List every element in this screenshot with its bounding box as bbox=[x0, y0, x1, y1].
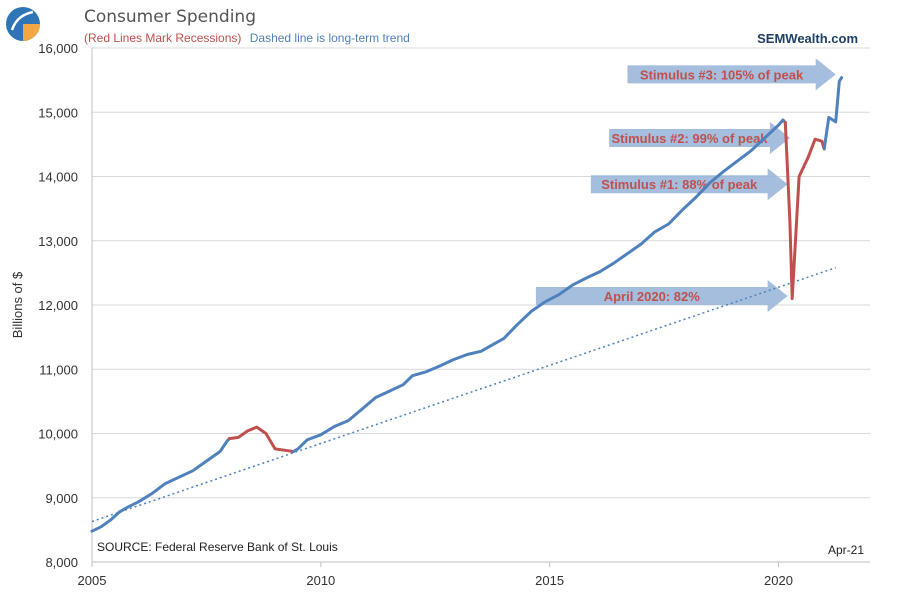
y-axis: 8,000 9,000 10,000 11,000 12,000 13,000 14,000… bbox=[38, 41, 78, 570]
x-axis: 2005 2010 2015 2020 bbox=[78, 562, 793, 588]
y-tick-label: 8,000 bbox=[45, 555, 78, 570]
x-tick-label: 2005 bbox=[78, 573, 107, 588]
logo bbox=[6, 7, 40, 41]
annotation-arrow-2 bbox=[609, 121, 790, 154]
annotation-label-2: Stimulus #2: 99% of peak bbox=[611, 131, 768, 146]
x-tick-label: 2020 bbox=[764, 573, 793, 588]
subtitle-trend: Dashed line is long-term trend bbox=[250, 31, 410, 45]
annotation-arrow-1 bbox=[627, 58, 836, 91]
series-lines bbox=[90, 76, 844, 533]
chart-title: Consumer Spending bbox=[84, 7, 256, 27]
subtitle-recessions: (Red Lines Mark Recessions) bbox=[84, 31, 241, 45]
date-note: Apr-21 bbox=[828, 543, 864, 557]
annotation-arrow-4 bbox=[535, 280, 788, 313]
y-tick-label: 11,000 bbox=[39, 362, 78, 377]
y-tick-label: 13,000 bbox=[38, 234, 78, 249]
annotation-label-1: Stimulus #3: 105% of peak bbox=[640, 67, 804, 82]
recession-line-1-0 bbox=[783, 121, 826, 301]
trend-line bbox=[91, 267, 836, 523]
annotation-arrows: Stimulus #3: 105% of peak Stimulus #2: 99… bbox=[535, 58, 836, 313]
y-tick-label: 16,000 bbox=[38, 41, 78, 56]
logo-swoosh bbox=[10, 10, 34, 31]
trend-line-path bbox=[91, 267, 836, 523]
y-tick-label: 12,000 bbox=[38, 298, 78, 313]
annotation-label-4: April 2020: 82% bbox=[604, 289, 701, 304]
annotation-arrow-3 bbox=[590, 168, 788, 201]
source-note: SOURCE: Federal Reserve Bank of St. Loui… bbox=[97, 540, 338, 554]
y-tick-label: 9,000 bbox=[45, 491, 78, 506]
y-tick-label: 10,000 bbox=[38, 427, 78, 442]
logo-wedge bbox=[23, 24, 40, 41]
brand-label: SEMWealth.com bbox=[757, 31, 858, 46]
recession-line-0-1 bbox=[227, 425, 295, 453]
x-tick-label: 2010 bbox=[306, 573, 335, 588]
y-tick-label: 14,000 bbox=[38, 170, 78, 185]
annotation-label-3: Stimulus #1: 88% of peak bbox=[601, 177, 758, 192]
chart-subtitle: (Red Lines Mark Recessions) Dashed line … bbox=[84, 31, 410, 45]
y-axis-label: Billions of $ bbox=[10, 271, 25, 338]
spending-line-0-0 bbox=[90, 437, 231, 533]
plot-frame bbox=[91, 48, 870, 563]
spending-line-0-2 bbox=[291, 118, 787, 453]
spending-line-2-0 bbox=[822, 76, 844, 151]
x-tick-label: 2015 bbox=[535, 573, 564, 588]
y-tick-label: 15,000 bbox=[38, 105, 78, 120]
